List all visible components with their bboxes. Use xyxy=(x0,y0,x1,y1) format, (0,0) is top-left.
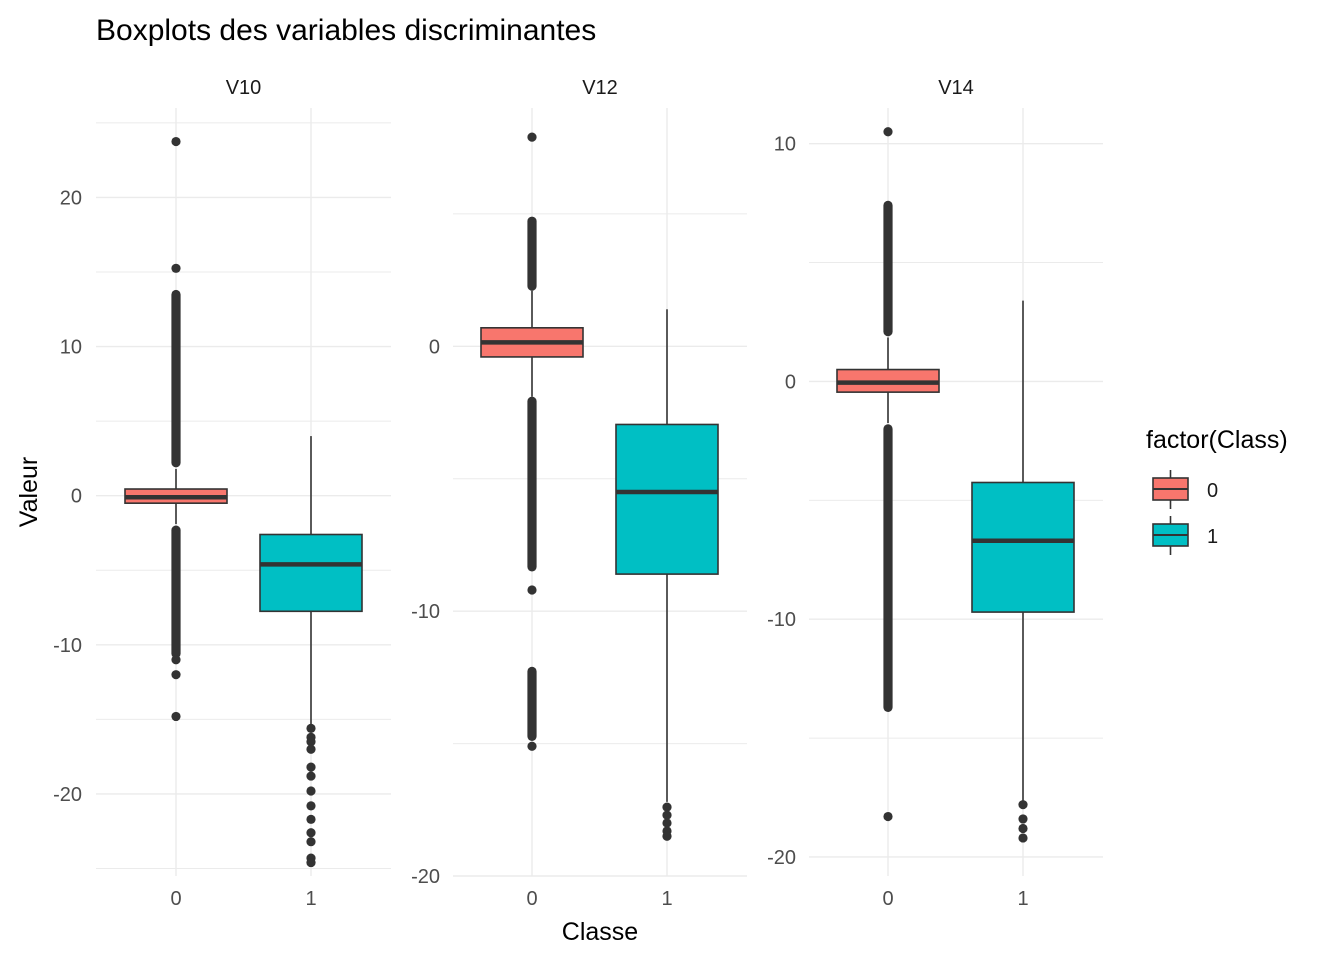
box xyxy=(971,481,1075,613)
y-tick-label: 0 xyxy=(71,486,82,508)
outlier-point xyxy=(1018,833,1028,843)
legend-label: 1 xyxy=(1207,526,1218,548)
outlier-cluster xyxy=(527,666,537,741)
outlier-point xyxy=(527,585,537,595)
x-tick-label: 1 xyxy=(1017,888,1028,910)
outlier-point xyxy=(662,818,672,828)
x-tick-label: 0 xyxy=(170,888,181,910)
x-axis-title: Classe xyxy=(562,918,638,946)
legend-item-1: 1 xyxy=(1152,516,1218,555)
y-tick-label: -20 xyxy=(411,866,440,888)
x-tick-label: 1 xyxy=(661,888,672,910)
facet-v14: V14 -20 -10 0 10 0 1 xyxy=(767,77,1103,910)
y-tick-label: -20 xyxy=(767,847,796,869)
x-tick-label: 0 xyxy=(882,888,893,910)
outlier-point xyxy=(883,127,893,137)
outlier-point xyxy=(1018,814,1028,824)
outlier-cluster xyxy=(171,289,181,468)
y-tick-label: 10 xyxy=(774,134,796,156)
outlier-point xyxy=(306,837,316,847)
outlier-point xyxy=(171,263,181,273)
outlier-point xyxy=(306,814,316,824)
box-class-1 xyxy=(971,300,1075,843)
facet-v12: V12 -20 -10 0 0 1 xyxy=(411,77,747,910)
y-axis-title: Valeur xyxy=(15,457,43,527)
outlier-point xyxy=(306,786,316,796)
legend-label: 0 xyxy=(1207,480,1218,502)
outlier-point xyxy=(171,655,181,665)
facet-v10: V10 -20 -10 0 10 20 0 1 xyxy=(53,77,391,910)
outlier-point xyxy=(306,762,316,772)
y-tick-label: -10 xyxy=(411,601,440,623)
outlier-cluster xyxy=(883,200,893,337)
facet-label: V14 xyxy=(938,77,974,99)
y-tick-label: 10 xyxy=(60,337,82,359)
outlier-point xyxy=(662,831,672,841)
facet-label: V10 xyxy=(226,77,262,99)
y-tick-label: 20 xyxy=(60,187,82,209)
outlier-cluster xyxy=(171,525,181,659)
outlier-point xyxy=(662,810,672,820)
outlier-point xyxy=(306,771,316,781)
box-class-1 xyxy=(259,436,363,868)
facet-label: V12 xyxy=(582,77,618,99)
outlier-point xyxy=(306,828,316,838)
outlier-point xyxy=(306,737,316,747)
outlier-point xyxy=(527,741,537,751)
box-class-0 xyxy=(836,127,940,822)
box-class-1 xyxy=(615,309,719,841)
legend-title: factor(Class) xyxy=(1146,426,1288,454)
y-tick-label: 0 xyxy=(429,336,440,358)
outlier-cluster xyxy=(527,396,537,572)
y-tick-label: -10 xyxy=(53,635,82,657)
outlier-point xyxy=(1018,823,1028,834)
box xyxy=(615,423,719,575)
box xyxy=(259,533,363,613)
outlier-point xyxy=(306,857,316,868)
outlier-point xyxy=(171,670,181,680)
legend: factor(Class) 0 1 xyxy=(1146,426,1288,555)
outlier-cluster xyxy=(527,216,537,291)
outlier-point xyxy=(306,801,316,811)
outlier-point xyxy=(883,811,893,822)
outlier-point xyxy=(662,802,672,812)
outlier-point xyxy=(171,136,181,147)
outlier-point xyxy=(306,723,316,733)
box-class-0 xyxy=(480,132,584,751)
legend-item-0: 0 xyxy=(1152,470,1218,509)
outlier-point xyxy=(527,132,537,142)
outlier-point xyxy=(1018,800,1028,810)
y-tick-label: 0 xyxy=(785,371,796,393)
box-class-0 xyxy=(124,136,228,722)
chart-title: Boxplots des variables discriminantes xyxy=(96,14,596,47)
x-tick-label: 0 xyxy=(526,888,537,910)
x-tick-label: 1 xyxy=(305,888,316,910)
y-tick-label: -10 xyxy=(767,609,796,631)
outlier-point xyxy=(171,711,181,722)
outlier-cluster xyxy=(883,424,893,712)
outlier-point xyxy=(306,744,316,754)
y-tick-label: -20 xyxy=(53,784,82,806)
